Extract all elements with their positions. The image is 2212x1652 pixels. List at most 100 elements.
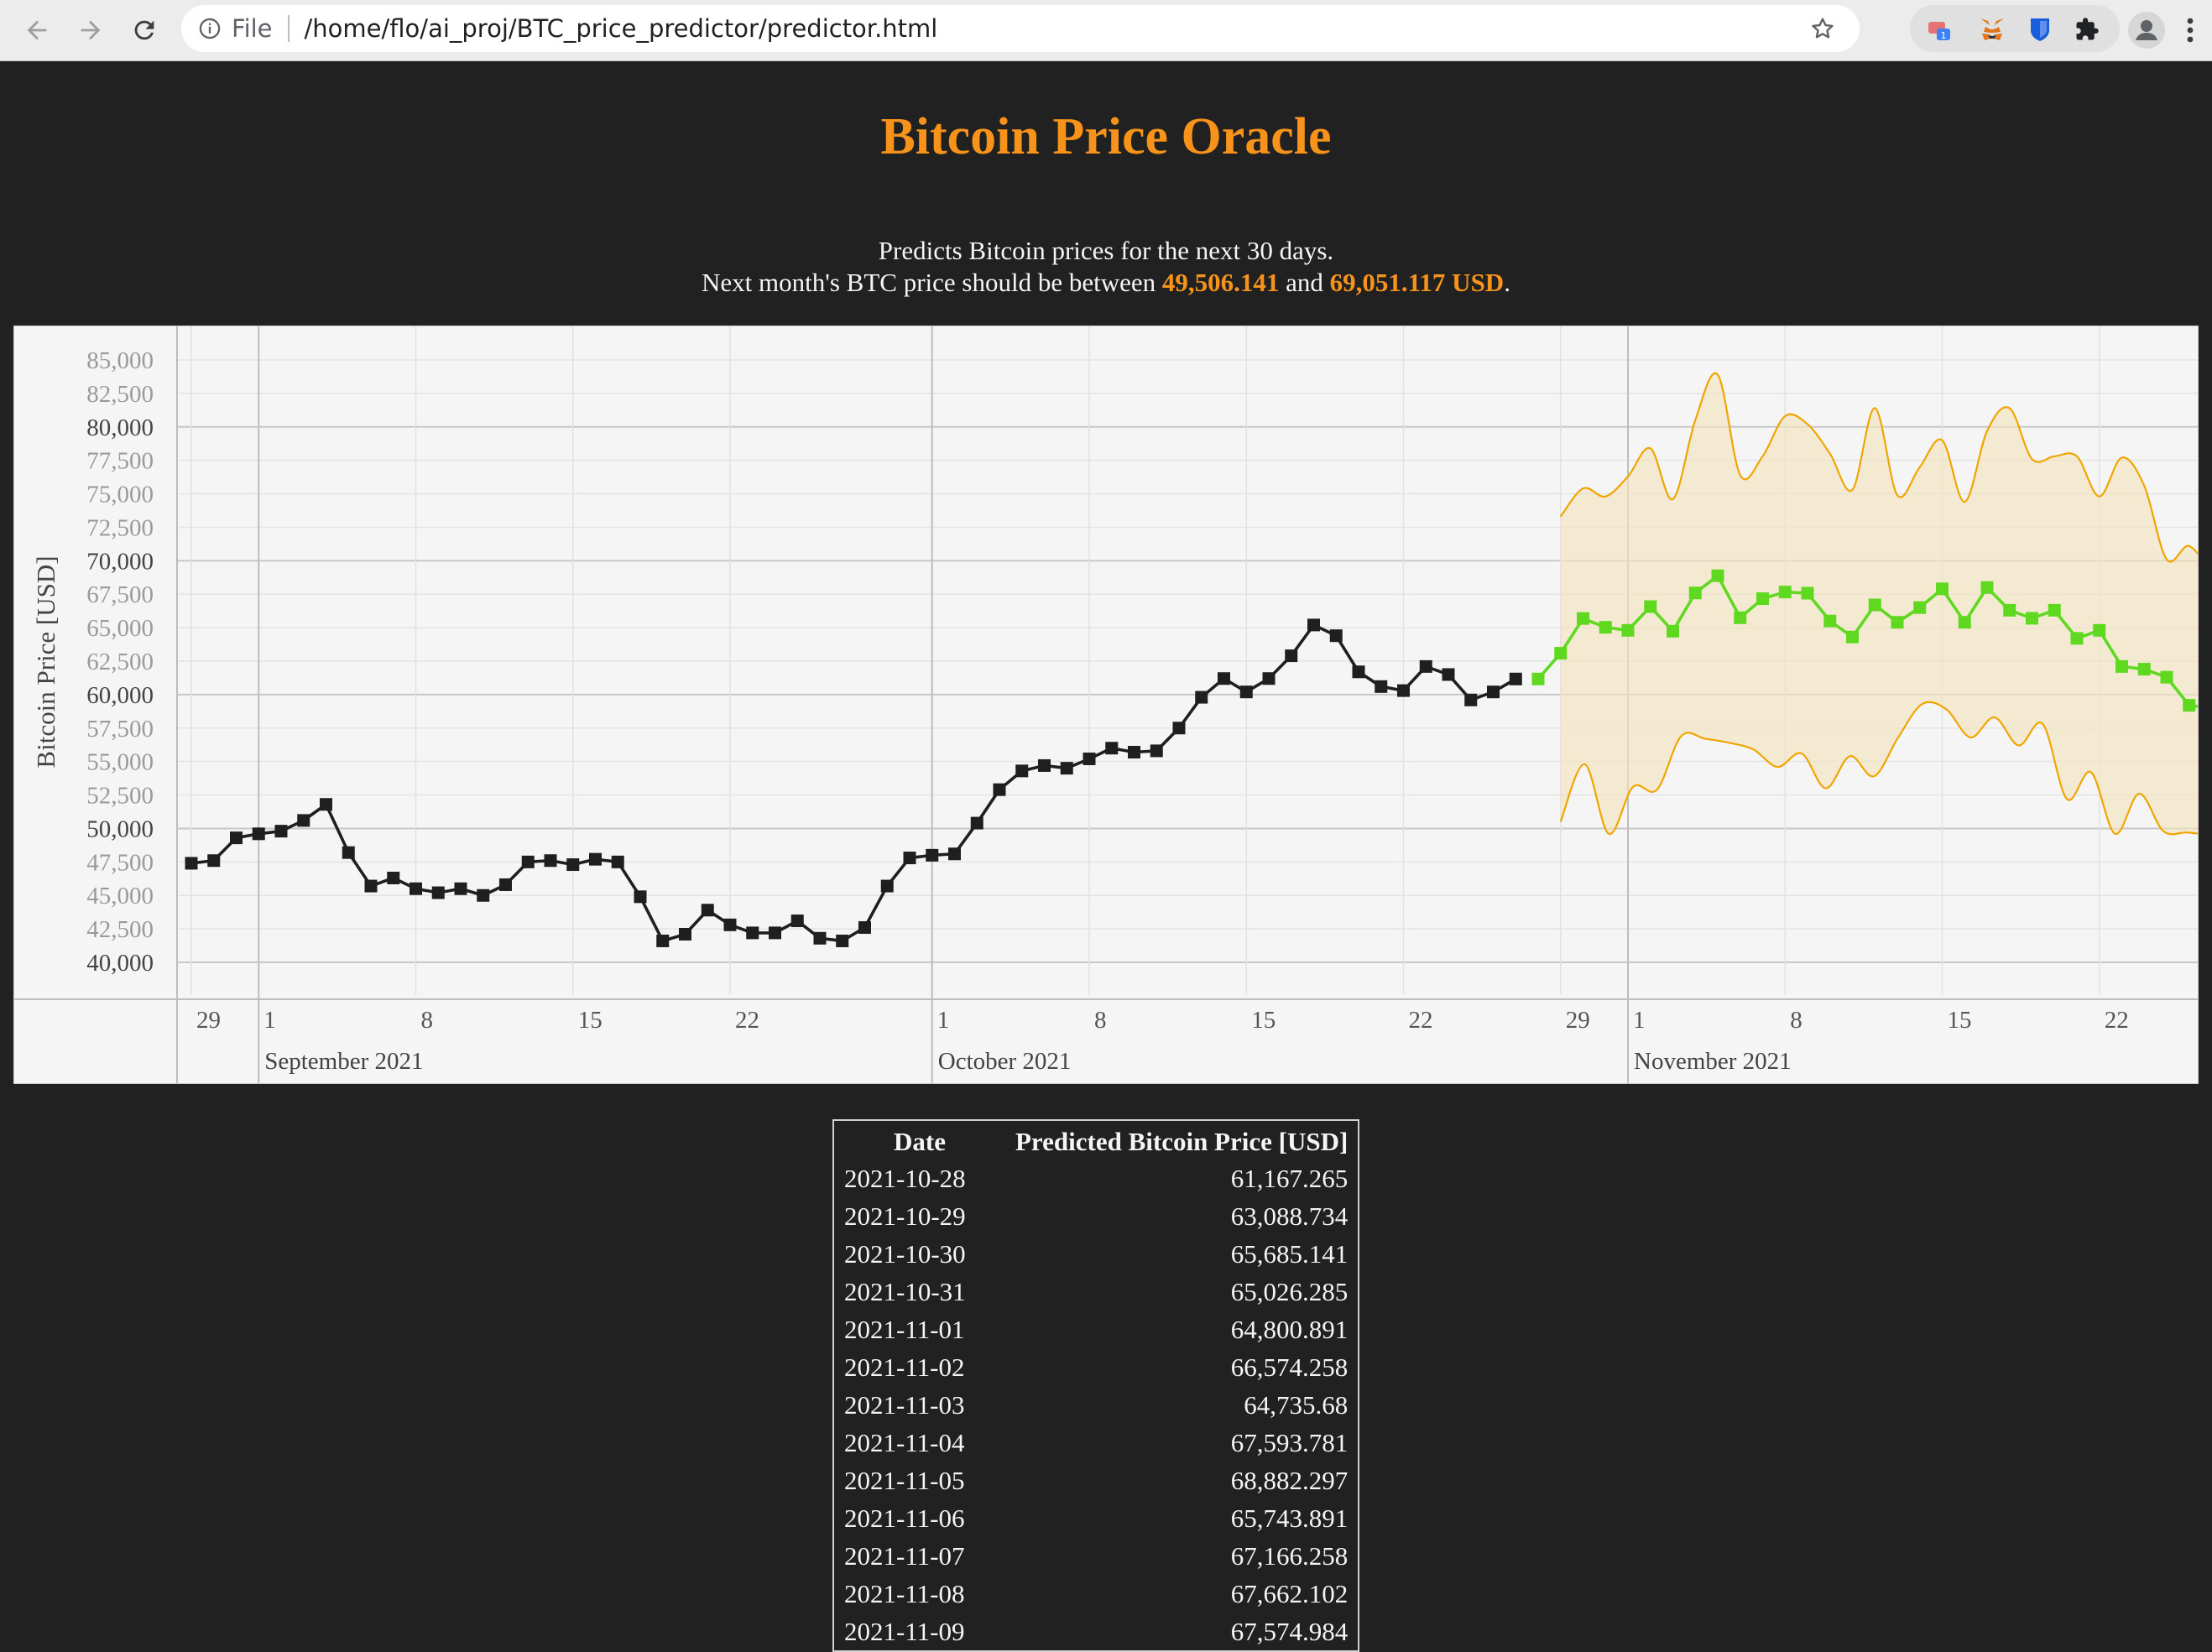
historical-point[interactable]	[790, 915, 804, 928]
price-chart-svg[interactable]: 40,000 42,500 45,000 47,500 50,000 52,500 55,0…	[14, 326, 2198, 1083]
historical-point[interactable]	[1128, 745, 1140, 758]
historical-point[interactable]	[1329, 629, 1343, 643]
historical-point[interactable]	[993, 783, 1006, 796]
predicted-point[interactable]	[1577, 612, 1589, 625]
historical-point[interactable]	[1397, 684, 1410, 697]
historical-point[interactable]	[970, 816, 983, 830]
predicted-point[interactable]	[1688, 586, 1702, 600]
predicted-point[interactable]	[1734, 611, 1747, 624]
historical-point[interactable]	[566, 858, 580, 872]
predicted-point[interactable]	[2093, 623, 2106, 637]
historical-point[interactable]	[1172, 722, 1186, 735]
historical-point[interactable]	[297, 814, 310, 827]
predicted-point[interactable]	[1958, 616, 1971, 629]
historical-point[interactable]	[1464, 693, 1478, 706]
historical-point[interactable]	[656, 934, 670, 947]
historical-point[interactable]	[185, 857, 198, 870]
back-button[interactable]	[17, 10, 57, 50]
historical-point[interactable]	[1150, 744, 1163, 758]
predicted-point[interactable]	[1846, 630, 1859, 644]
price-chart[interactable]: 40,000 42,500 45,000 47,500 50,000 52,500 55,0…	[13, 326, 2199, 1084]
historical-point[interactable]	[364, 879, 378, 893]
historical-point[interactable]	[207, 854, 221, 868]
historical-point[interactable]	[1487, 685, 1500, 699]
historical-point[interactable]	[1239, 685, 1253, 699]
historical-point[interactable]	[387, 871, 400, 884]
historical-point[interactable]	[1015, 764, 1029, 778]
historical-point[interactable]	[1442, 668, 1455, 681]
predicted-point[interactable]	[1868, 598, 1881, 612]
historical-point[interactable]	[1218, 672, 1230, 685]
predicted-point[interactable]	[2115, 659, 2128, 673]
historical-point[interactable]	[431, 886, 445, 899]
historical-point[interactable]	[454, 882, 467, 895]
historical-point[interactable]	[723, 918, 737, 931]
predicted-point[interactable]	[1936, 582, 1949, 596]
historical-point[interactable]	[1195, 691, 1208, 704]
historical-point[interactable]	[410, 882, 422, 895]
metamask-fox-icon[interactable]	[1979, 17, 2004, 42]
historical-point[interactable]	[274, 825, 288, 838]
historical-point[interactable]	[679, 927, 691, 941]
address-bar[interactable]: File /home/flo/ai_proj/BTC_price_predict…	[181, 5, 1860, 52]
historical-point[interactable]	[230, 831, 243, 845]
star-icon[interactable]	[1809, 15, 1836, 42]
predicted-point[interactable]	[1711, 569, 1724, 582]
predicted-point[interactable]	[2003, 603, 2016, 617]
url-text[interactable]: /home/flo/ai_proj/BTC_price_predictor/pr…	[304, 14, 938, 43]
historical-point[interactable]	[1352, 665, 1365, 679]
historical-point[interactable]	[948, 847, 961, 861]
predicted-point[interactable]	[2048, 603, 2061, 617]
browser-menu-button[interactable]	[2182, 13, 2199, 47]
predicted-point[interactable]	[1554, 647, 1568, 660]
predicted-point[interactable]	[2183, 699, 2196, 712]
historical-point[interactable]	[746, 926, 759, 940]
predicted-point[interactable]	[1891, 616, 1904, 629]
historical-point[interactable]	[769, 926, 781, 940]
predicted-point[interactable]	[1823, 614, 1837, 628]
historical-point[interactable]	[880, 879, 894, 893]
historical-point[interactable]	[1375, 680, 1388, 693]
historical-point[interactable]	[320, 798, 332, 811]
historical-point[interactable]	[634, 890, 647, 904]
predicted-point[interactable]	[1531, 672, 1545, 685]
historical-point[interactable]	[836, 934, 849, 947]
predicted-point[interactable]	[1913, 601, 1927, 614]
reload-button[interactable]	[124, 10, 164, 50]
predicted-point[interactable]	[1801, 586, 1814, 600]
bitwarden-shield-icon[interactable]	[2029, 17, 2054, 42]
historical-point[interactable]	[1060, 762, 1073, 775]
info-icon[interactable]	[198, 17, 222, 40]
historical-point[interactable]	[521, 855, 535, 868]
historical-point[interactable]	[903, 852, 916, 865]
historical-point[interactable]	[1105, 742, 1119, 755]
historical-point[interactable]	[926, 848, 939, 862]
forward-button[interactable]	[70, 10, 111, 50]
historical-point[interactable]	[589, 852, 602, 866]
predicted-point[interactable]	[2137, 663, 2151, 676]
historical-point[interactable]	[544, 854, 557, 868]
predicted-point[interactable]	[1621, 623, 1635, 637]
predicted-point[interactable]	[1667, 624, 1679, 638]
historical-point[interactable]	[252, 827, 265, 841]
predicted-point[interactable]	[1644, 600, 1657, 613]
puzzle-icon[interactable]	[2074, 17, 2100, 42]
predicted-point[interactable]	[1980, 581, 1994, 594]
historical-point[interactable]	[499, 878, 512, 891]
historical-point[interactable]	[477, 889, 490, 902]
historical-point[interactable]	[1262, 672, 1276, 685]
historical-point[interactable]	[813, 931, 827, 945]
predicted-point[interactable]	[2160, 670, 2173, 684]
predicted-point[interactable]	[1778, 586, 1792, 599]
historical-point[interactable]	[1307, 618, 1320, 632]
historical-point[interactable]	[1083, 752, 1096, 765]
historical-point[interactable]	[1419, 659, 1432, 673]
historical-point[interactable]	[1509, 672, 1522, 685]
historical-point[interactable]	[1038, 758, 1051, 772]
predicted-point[interactable]	[1756, 592, 1769, 606]
profile-avatar[interactable]	[2128, 12, 2165, 49]
historical-point[interactable]	[1285, 649, 1298, 663]
predicted-point[interactable]	[1599, 621, 1612, 634]
extension-badge-icon[interactable]: 1	[1927, 17, 1952, 42]
predicted-point[interactable]	[2026, 612, 2038, 625]
